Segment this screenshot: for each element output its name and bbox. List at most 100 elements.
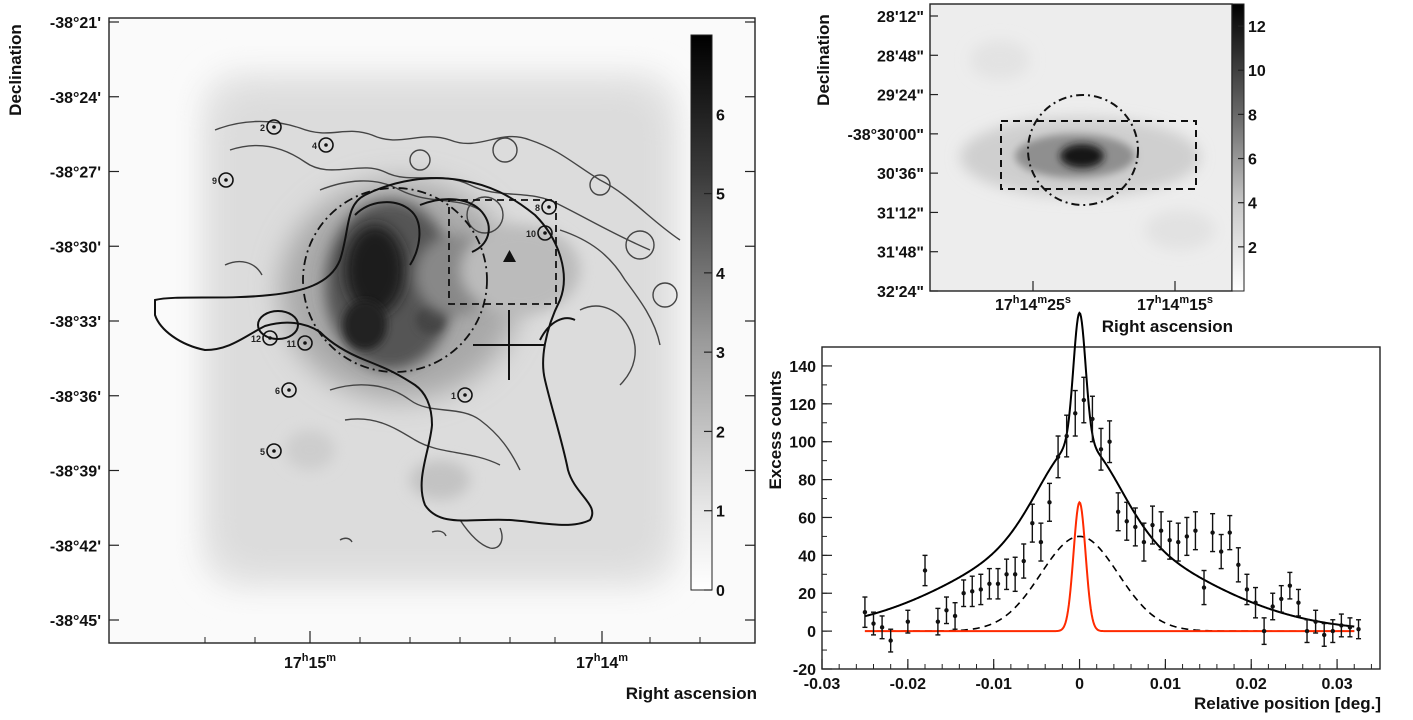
left-y-tick-label: -38°30' [50,239,101,256]
left-colorbar: 0 1 2 3 4 5 6 [690,34,725,600]
source-label: 4 [312,141,317,151]
source-center-dot [463,393,467,397]
right-colorbar-label: 10 [1248,63,1266,80]
data-point [1055,454,1061,460]
data-point [1098,447,1104,452]
right-x-tick-label: 17h14m25s [995,294,1071,314]
profile-x-tick-label: -0.03 [804,676,841,693]
profile-y-tick-label: 120 [789,397,816,414]
data-point [1184,534,1190,539]
source-center-dot [547,205,551,209]
data-point [1081,397,1087,403]
data-point [1244,587,1250,592]
profile-y-tick-label: 40 [798,548,816,565]
data-point [1021,558,1026,564]
right-y-tick-label: 28'12" [877,9,924,26]
source-circle [537,225,553,241]
data-point [1047,500,1052,505]
data-point [1064,433,1069,439]
profile-x-axis-label: Relative position [deg.] [1194,694,1381,713]
source-label: 1 [451,391,456,401]
left-y-tick-label: -38°24' [50,90,101,107]
left-colorbar-label: 3 [716,345,725,362]
source-center-dot [324,143,328,147]
data-point [935,619,941,624]
source-center-dot [543,231,547,235]
source-circle [281,382,297,398]
data-point [871,621,876,626]
right-map-overlays [1000,94,1197,206]
source-center-dot [287,388,291,392]
profile-y-tick-label: 140 [789,359,816,376]
data-point [1115,509,1121,514]
left-x-tick-label: 17h15m [284,652,336,672]
right-y-tick-label: -38°30'00" [847,127,924,144]
profile-y-tick-label: 100 [789,435,816,452]
source-center-dot [272,125,276,129]
source-circle [262,330,278,346]
data-point [888,638,893,643]
left-y-tick-label: -38°39' [50,464,101,481]
right-x-tick-label: 17h14m15s [1137,294,1213,314]
source-circle [266,443,282,459]
data-point [1330,628,1335,634]
profile-x-tick-label: 0 [1075,676,1084,693]
profile-data-points [862,376,1362,653]
data-point [1038,539,1044,545]
data-point [1261,628,1267,634]
right-colorbar-label: 8 [1248,107,1257,124]
data-point [1227,530,1232,535]
source-label: 12 [251,334,261,344]
left-y-tick-label: -38°45' [50,613,101,630]
right-colorbar-label: 2 [1248,240,1257,257]
profile-x-tick-label: 0.02 [1236,676,1267,693]
data-point [1322,632,1327,638]
right-y-tick-label: 30'36" [877,166,924,183]
data-point [961,591,966,596]
source-label: 5 [260,447,265,457]
data-point [1124,519,1129,524]
profile-frame [821,346,1381,670]
data-point [1236,562,1241,568]
profile-y-axis-label: Excess counts [766,370,785,489]
source-label: 8 [535,203,540,213]
left-map-dashed-box [448,199,557,305]
data-point [905,619,911,624]
data-point [1133,524,1138,530]
triangle-marker [503,250,516,262]
right-y-tick-label: 31'12" [877,205,924,222]
right-colorbar: 2 4 6 8 10 12 [1231,3,1266,292]
source-center-dot [303,341,307,345]
left-y-tick-label: -38°42' [50,538,101,555]
data-point [1030,520,1035,526]
right-y-tick-label: 32'24" [877,284,924,301]
data-point [1287,583,1293,588]
data-point [1296,600,1301,605]
narrow-component-curve [864,500,1355,633]
data-point [1279,596,1284,602]
profile-x-tick-label: -0.02 [890,676,927,693]
data-point [1193,528,1198,533]
right-x-ticks: 17h14m25s 17h14m15s [995,281,1213,314]
data-point [1347,625,1353,630]
profile-plot: -20 0 20 40 60 80 100 120 140 -0.03 -0.02 -0.01 0 0.… [766,311,1381,713]
data-point [944,608,949,613]
left-x-tick-label: 17h14m [576,652,628,672]
data-point [1150,522,1155,528]
data-point [879,625,885,630]
right-skymap: 2 4 6 8 10 12 28'12" 28'48" 29'24" -38°30'00" 30'… [814,3,1266,336]
source-circle [266,119,282,135]
data-point [995,581,1001,586]
right-y-tick-label: 28'48" [877,48,924,65]
data-point [1210,530,1215,535]
left-y-axis-label: Declination [6,24,25,116]
data-point [952,613,958,619]
data-point [1141,539,1147,545]
left-map-dashdot-circle [302,187,488,373]
source-circle [218,172,234,188]
left-colorbar-label: 0 [716,583,725,600]
right-colorbar-label: 12 [1248,19,1266,36]
left-y-tick-label: -38°33' [50,314,101,331]
